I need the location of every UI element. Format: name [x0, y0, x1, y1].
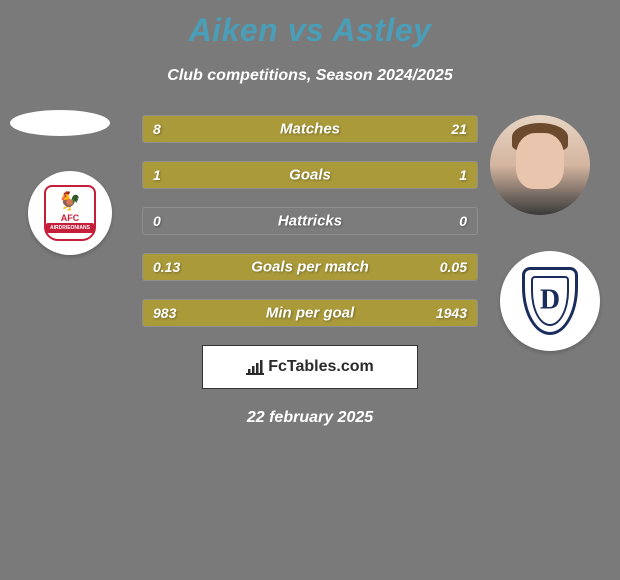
- stat-value-left: 0: [153, 213, 161, 229]
- stats-container: Matches 8 21 Goals 1 1 Hattricks 0 0 Goals per ma…: [142, 115, 478, 327]
- stat-row: Goals per match 0.13 0.05: [142, 253, 478, 281]
- content-area: 🐓 AFC AIRDRIEONIANS D Matches 8 21 Goals 1 1 H…: [0, 115, 620, 427]
- attribution-box: FcTables.com: [202, 345, 418, 389]
- stat-value-right: 21: [451, 121, 467, 137]
- player-right-avatar: [490, 115, 590, 215]
- stat-label: Goals: [289, 167, 331, 184]
- stat-value-left: 1: [153, 167, 161, 183]
- stat-row: Min per goal 983 1943: [142, 299, 478, 327]
- subtitle: Club competitions, Season 2024/2025: [0, 67, 620, 85]
- club-left-banner: AIRDRIEONIANS: [46, 223, 94, 233]
- stat-bar-left: [143, 162, 310, 188]
- chart-icon: [246, 359, 264, 375]
- stat-value-left: 8: [153, 121, 161, 137]
- dfc-logo-icon: D: [522, 267, 578, 335]
- stat-bar-right: [310, 162, 477, 188]
- stat-bar-bg: Min per goal 983 1943: [142, 299, 478, 327]
- stat-value-right: 1943: [436, 305, 467, 321]
- stat-value-left: 983: [153, 305, 176, 321]
- attribution-logo: FcTables.com: [246, 358, 374, 376]
- stat-value-right: 0.05: [440, 259, 467, 275]
- player-left-avatar: [10, 110, 110, 136]
- afc-logo-icon: 🐓 AFC AIRDRIEONIANS: [40, 183, 100, 243]
- stat-row: Matches 8 21: [142, 115, 478, 143]
- comparison-title: Aiken vs Astley: [0, 0, 620, 49]
- stat-label: Hattricks: [278, 213, 342, 230]
- stat-bar-bg: Hattricks 0 0: [142, 207, 478, 235]
- stat-bar-right: [235, 116, 477, 142]
- stat-label: Matches: [280, 121, 340, 138]
- stat-label: Min per goal: [266, 305, 354, 322]
- club-right-abbrev: D: [540, 284, 560, 316]
- stat-bar-bg: Matches 8 21: [142, 115, 478, 143]
- club-left-logo: 🐓 AFC AIRDRIEONIANS: [28, 171, 112, 255]
- stat-value-right: 1: [459, 167, 467, 183]
- stat-bar-bg: Goals per match 0.13 0.05: [142, 253, 478, 281]
- date-text: 22 february 2025: [0, 409, 620, 427]
- attribution-text: FcTables.com: [268, 358, 374, 376]
- stat-value-left: 0.13: [153, 259, 180, 275]
- stat-label: Goals per match: [251, 259, 369, 276]
- stat-value-right: 0: [459, 213, 467, 229]
- club-right-logo: D: [500, 251, 600, 351]
- stat-bar-bg: Goals 1 1: [142, 161, 478, 189]
- stat-row: Goals 1 1: [142, 161, 478, 189]
- club-left-abbrev: AFC: [61, 213, 80, 223]
- stat-row: Hattricks 0 0: [142, 207, 478, 235]
